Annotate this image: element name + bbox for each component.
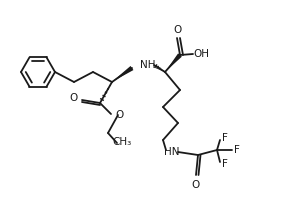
- Text: O: O: [70, 93, 78, 103]
- Text: F: F: [222, 133, 228, 143]
- Text: CH₃: CH₃: [112, 137, 132, 147]
- Text: O: O: [173, 25, 181, 35]
- Text: F: F: [234, 145, 240, 155]
- Text: F: F: [222, 159, 228, 169]
- Text: O: O: [191, 180, 199, 190]
- Text: NH: NH: [140, 60, 156, 70]
- Text: HN: HN: [164, 147, 180, 157]
- Polygon shape: [112, 66, 133, 82]
- Text: O: O: [115, 110, 123, 120]
- Text: OH: OH: [193, 49, 209, 59]
- Polygon shape: [165, 53, 182, 72]
